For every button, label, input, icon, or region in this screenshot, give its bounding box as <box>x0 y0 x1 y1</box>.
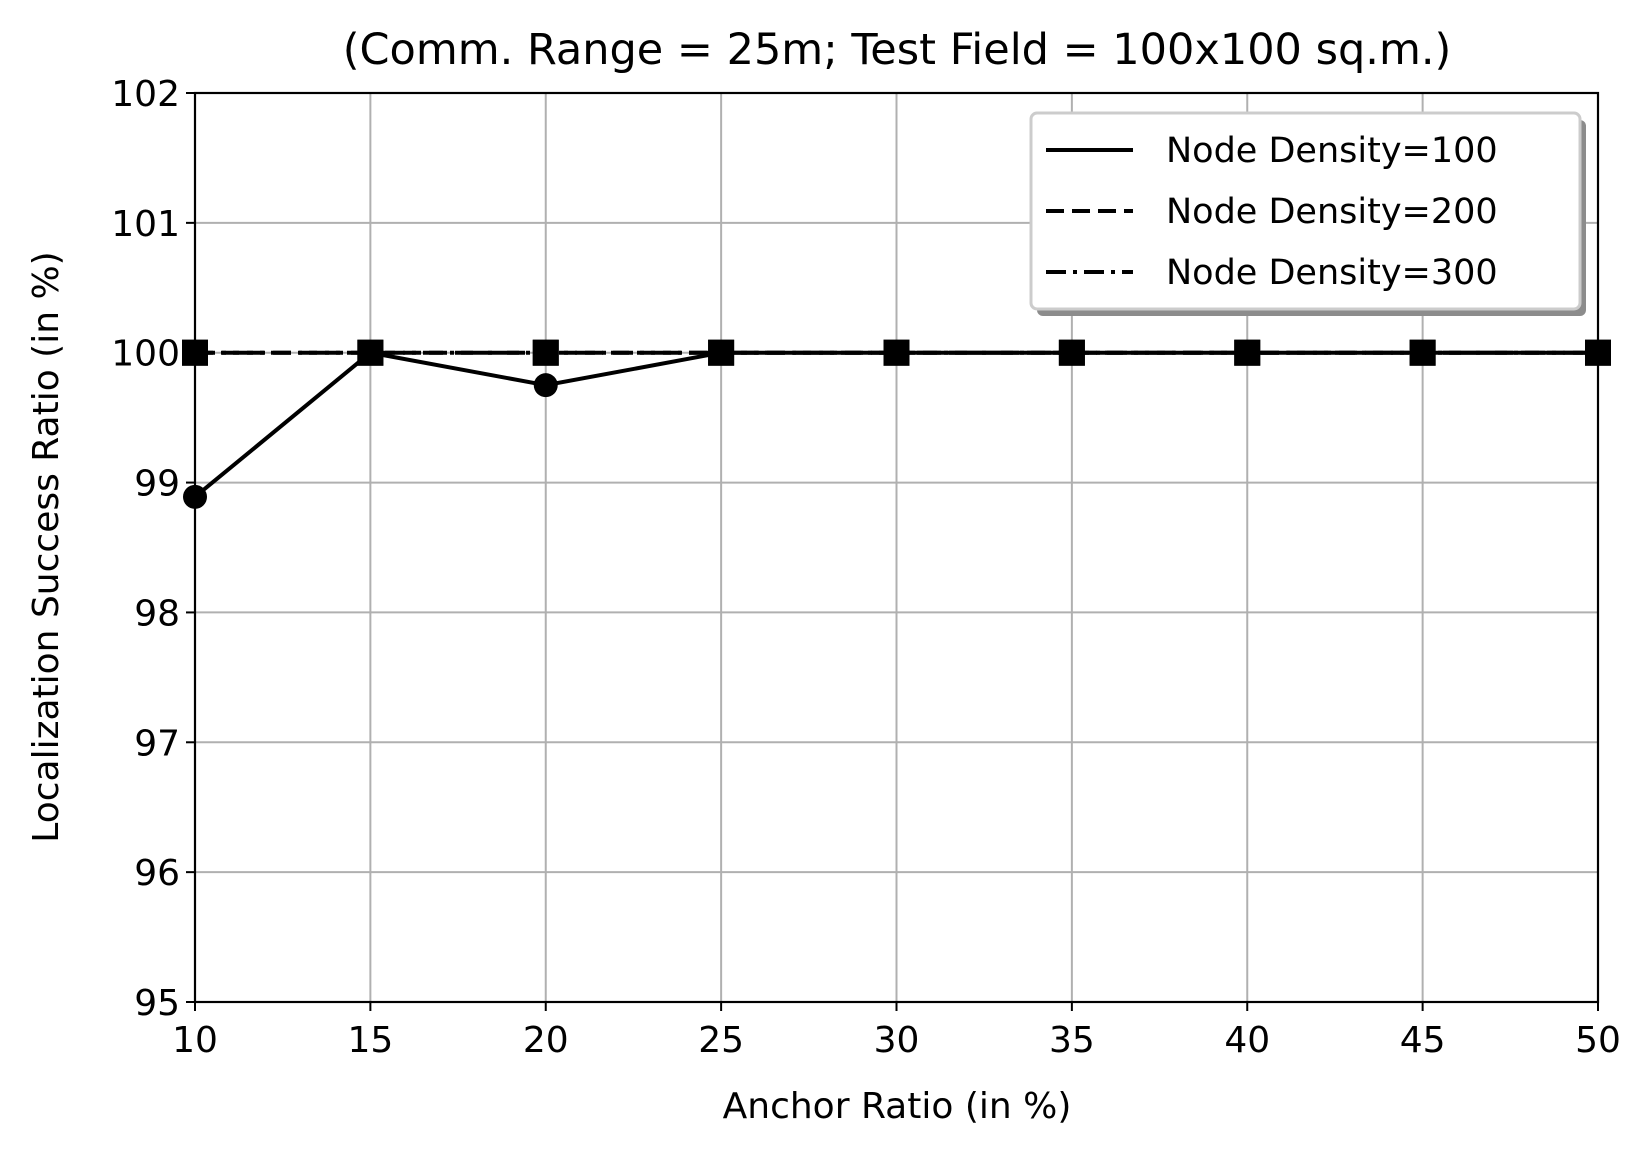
legend: Node Density=100 Node Density=200 Node Den… <box>1029 111 1586 316</box>
data-point <box>709 340 734 365</box>
y-axis-title: Localization Success Ratio (in %) <box>26 251 67 842</box>
y-tick-label: 102 <box>111 74 180 115</box>
y-tick-label: 99 <box>134 464 180 505</box>
x-axis-title: Anchor Ratio (in %) <box>723 1086 1072 1127</box>
y-tick-label: 96 <box>134 853 180 894</box>
data-point <box>884 340 909 365</box>
y-tick-label: 101 <box>111 204 180 245</box>
x-tick-label: 50 <box>1575 1020 1621 1061</box>
data-point <box>533 373 558 398</box>
series-layer <box>182 339 1611 509</box>
x-tick-label: 20 <box>523 1020 569 1061</box>
data-point <box>1410 340 1435 365</box>
legend-label: Node Density=300 <box>1166 253 1498 293</box>
data-point <box>1235 340 1260 365</box>
chart-title: (Comm. Range = 25m; Test Field = 100x100… <box>343 25 1452 75</box>
x-tick-label: 25 <box>698 1020 744 1061</box>
x-tick-label: 10 <box>172 1020 218 1061</box>
ticks: 10 15 20 25 30 35 40 45 50 95 96 97 98 99 100 101 102 <box>111 74 1621 1061</box>
y-tick-label: 97 <box>134 723 180 764</box>
series-1 <box>183 340 1610 509</box>
y-tick-label: 98 <box>134 593 180 634</box>
x-tick-label: 35 <box>1049 1020 1095 1061</box>
x-tick-label: 15 <box>347 1020 393 1061</box>
x-tick-label: 30 <box>874 1020 920 1061</box>
y-tick-label: 100 <box>111 334 180 375</box>
legend-box <box>1029 111 1582 311</box>
data-point <box>1059 340 1084 365</box>
legend-label: Node Density=200 <box>1166 192 1498 232</box>
x-tick-label: 40 <box>1224 1020 1270 1061</box>
x-tick-label: 45 <box>1400 1020 1446 1061</box>
data-point <box>358 340 383 365</box>
y-tick-label: 95 <box>134 983 180 1024</box>
legend-label: Node Density=100 <box>1166 131 1498 171</box>
data-point <box>532 339 559 366</box>
